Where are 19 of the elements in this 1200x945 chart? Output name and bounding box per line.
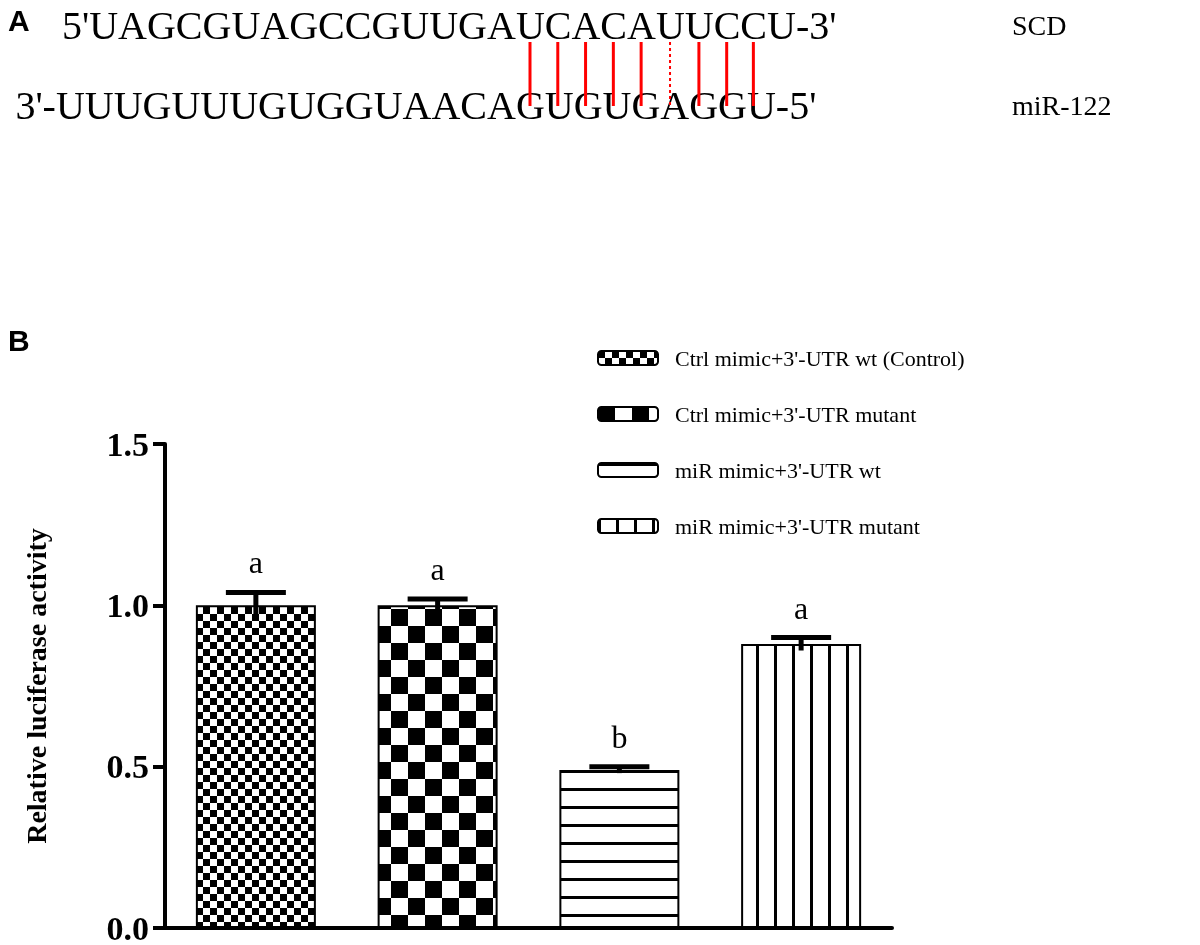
- y-tick-label: 0.5: [106, 748, 149, 786]
- y-tick-label: 0.0: [106, 909, 149, 945]
- text: A: [8, 4, 30, 38]
- annotation: a: [794, 589, 809, 626]
- text: SCD: [1012, 10, 1067, 42]
- text: 5'UAGCGUAGCCGUUGAUCACAUUCCU-3': [62, 2, 837, 49]
- y-axis-title: Relative luciferase activity: [20, 528, 52, 844]
- text: 3'-UUUGUUUGUGGUAACAGUGUGAGGU-5': [15, 82, 817, 129]
- annotation: a: [430, 550, 445, 587]
- legend-label: miR mimic+3'-UTR mutant: [675, 513, 920, 539]
- annotation: a: [248, 544, 263, 581]
- annotation: b: [611, 718, 628, 755]
- legend-label: miR mimic+3'-UTR wt: [675, 457, 881, 483]
- text: miR-122: [1012, 90, 1112, 122]
- legend-label: Ctrl mimic+3'-UTR mutant: [675, 401, 917, 427]
- legend-label: Ctrl mimic+3'-UTR wt (Control): [675, 345, 965, 371]
- y-tick-label: 1.0: [106, 586, 149, 624]
- y-tick-label: 1.5: [106, 425, 149, 463]
- chart-title: B: [8, 324, 30, 358]
